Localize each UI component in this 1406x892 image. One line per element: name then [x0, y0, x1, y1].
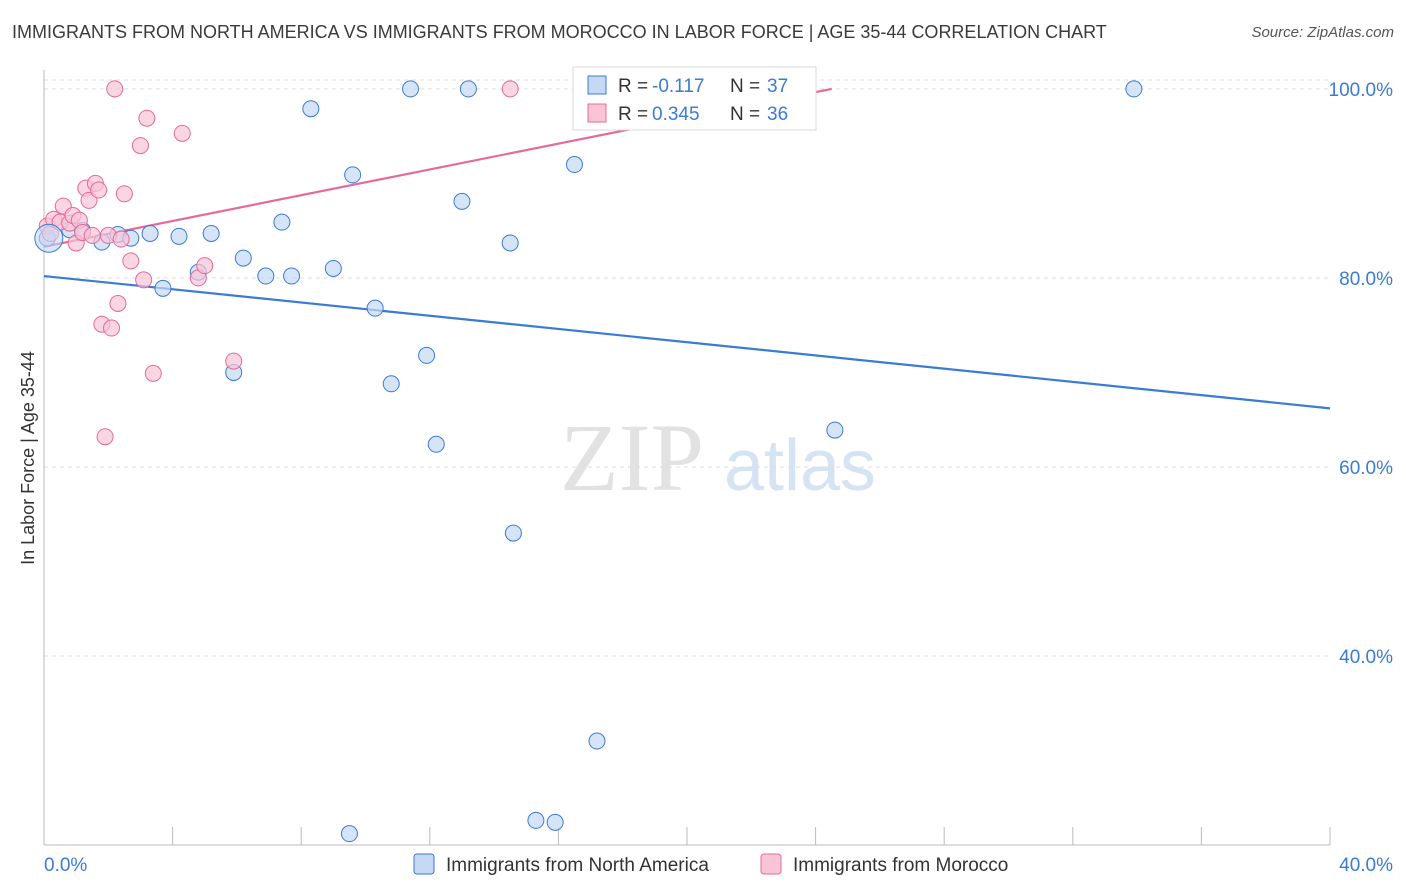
- point-north-america-35: [1125, 80, 1143, 98]
- tick-labels: 40.0% 60.0% 80.0% 100.0% 0.0% 40.0%: [44, 80, 1393, 876]
- series-legend: Immigrants from North America Immigrants…: [413, 853, 1008, 876]
- point-morocco-20: [109, 294, 127, 312]
- point-north-america-8: [170, 227, 188, 245]
- point-morocco-16: [96, 428, 114, 446]
- legend-n-label-morocco: N =: [730, 104, 760, 125]
- chart-title: IMMIGRANTS FROM NORTH AMERICA VS IMMIGRA…: [12, 22, 1107, 42]
- point-morocco-19: [106, 80, 124, 98]
- y-tick-label-2: 80.0%: [1339, 269, 1393, 290]
- point-morocco-22: [115, 185, 133, 203]
- legend-r-value-north-america: -0.117: [652, 76, 704, 97]
- point-north-america-6: [141, 225, 159, 243]
- correlation-legend: R = -0.117 N = 37 R = 0.345 N = 36: [572, 66, 817, 131]
- point-north-america-14: [273, 213, 291, 231]
- x-tick-label-1: 40.0%: [1339, 855, 1393, 876]
- point-north-america-32: [588, 732, 606, 750]
- point-morocco-18: [103, 319, 121, 337]
- legend-n-value-morocco: 36: [767, 104, 788, 125]
- axes: [43, 70, 1331, 846]
- point-morocco-27: [144, 364, 162, 382]
- point-north-america-13: [257, 267, 275, 285]
- point-morocco-14: [90, 181, 108, 199]
- bottom-legend-label-north-america: Immigrants from North America: [446, 855, 709, 876]
- point-north-america-7: [154, 279, 172, 297]
- point-morocco-24: [131, 137, 149, 155]
- point-north-america-15: [283, 267, 301, 285]
- point-morocco-12: [83, 226, 101, 244]
- x-tick-label-0: 0.0%: [44, 855, 87, 876]
- point-north-america-31: [565, 156, 583, 174]
- zipatlas-watermark: ZIP atlas: [560, 404, 876, 511]
- legend-r-value-morocco: 0.345: [652, 104, 700, 125]
- point-north-america-20: [366, 299, 384, 317]
- point-north-america-10: [202, 225, 220, 243]
- point-north-america-28: [504, 524, 522, 542]
- point-north-america-18: [340, 825, 358, 843]
- y-axis-title: In Labor Force | Age 35-44: [18, 351, 38, 565]
- point-north-america-21: [382, 375, 400, 393]
- point-morocco-11: [80, 191, 98, 209]
- point-morocco-31: [225, 352, 243, 370]
- point-morocco-23: [122, 252, 140, 270]
- point-north-america-24: [427, 435, 445, 453]
- point-north-america-29: [527, 811, 545, 829]
- legend-n-value-north-america: 37: [767, 76, 788, 97]
- point-north-america-12: [234, 249, 252, 267]
- point-north-america-23: [418, 346, 436, 364]
- y-tick-label-1: 60.0%: [1339, 458, 1393, 479]
- trend-line-north-america: [43, 274, 1331, 410]
- legend-r-label-morocco: R =: [618, 104, 648, 125]
- point-north-america-25: [453, 192, 471, 210]
- source-note: Source: ZipAtlas.com: [1251, 24, 1394, 41]
- point-north-america-30: [546, 813, 564, 831]
- legend-swatch-morocco: [587, 103, 607, 123]
- y-tick-label-3: 100.0%: [1329, 80, 1394, 101]
- point-north-america-17: [324, 259, 342, 277]
- legend-r-label-north-america: R =: [618, 76, 648, 97]
- watermark-zip: ZIP: [560, 404, 704, 511]
- bottom-legend-swatch-morocco: [760, 853, 782, 875]
- bottom-legend-swatch-north-america: [413, 853, 435, 875]
- legend-n-label-north-america: N =: [730, 76, 760, 97]
- point-north-america-34: [826, 421, 844, 439]
- point-north-america-27: [501, 234, 519, 252]
- bottom-legend-label-morocco: Immigrants from Morocco: [793, 855, 1008, 876]
- point-morocco-30: [196, 257, 214, 275]
- legend-box: [572, 66, 817, 131]
- y-tick-label-0: 40.0%: [1339, 647, 1393, 668]
- point-morocco-28: [173, 124, 191, 142]
- watermark-atlas: atlas: [724, 426, 876, 506]
- point-morocco-25: [135, 271, 153, 289]
- point-north-america-26: [459, 80, 477, 98]
- point-north-america-16: [302, 100, 320, 118]
- point-morocco-26: [138, 109, 156, 127]
- point-morocco-21: [112, 230, 130, 248]
- legend-swatch-north-america: [587, 75, 607, 95]
- point-morocco-32: [501, 80, 519, 98]
- point-north-america-22: [402, 80, 420, 98]
- point-north-america-19: [344, 166, 362, 184]
- point-north-america-cluster: [34, 223, 64, 253]
